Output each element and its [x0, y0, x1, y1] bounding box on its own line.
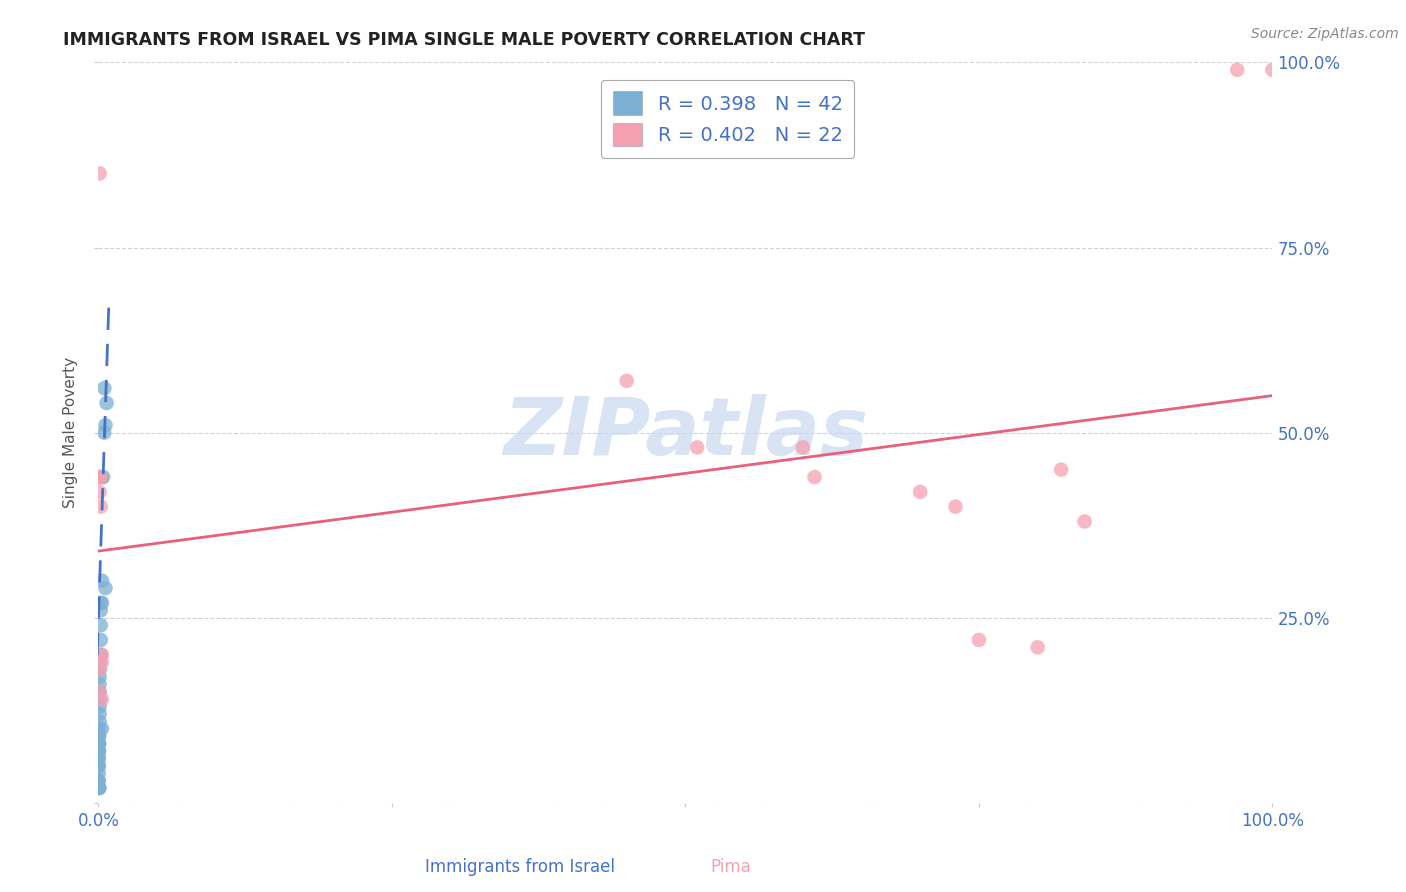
Point	[91, 470, 114, 484]
Point	[91, 648, 114, 662]
Point	[87, 773, 110, 788]
Point	[90, 596, 112, 610]
Point	[94, 581, 117, 595]
Point	[87, 766, 110, 780]
Point	[89, 470, 111, 484]
Point	[616, 374, 638, 388]
Point	[90, 500, 112, 514]
Point	[89, 706, 111, 721]
Point	[87, 737, 110, 751]
Point	[91, 655, 114, 669]
Point	[89, 663, 111, 677]
Point	[89, 714, 111, 729]
Point	[90, 618, 112, 632]
Text: Source: ZipAtlas.com: Source: ZipAtlas.com	[1251, 27, 1399, 41]
Point	[87, 729, 110, 743]
Point	[87, 751, 110, 765]
Y-axis label: Single Male Poverty: Single Male Poverty	[63, 357, 79, 508]
Point	[89, 663, 111, 677]
Point	[90, 648, 112, 662]
Legend: R = 0.398   N = 42, R = 0.402   N = 22: R = 0.398 N = 42, R = 0.402 N = 22	[602, 79, 855, 158]
Point	[87, 751, 110, 765]
Point	[87, 744, 110, 758]
Point	[89, 780, 111, 795]
Point	[1261, 62, 1284, 77]
Point	[87, 773, 110, 788]
Point	[803, 470, 825, 484]
Point	[89, 692, 111, 706]
Point	[89, 166, 111, 180]
Text: IMMIGRANTS FROM ISRAEL VS PIMA SINGLE MALE POVERTY CORRELATION CHART: IMMIGRANTS FROM ISRAEL VS PIMA SINGLE MA…	[63, 31, 865, 49]
Point	[967, 632, 990, 647]
Point	[1073, 515, 1095, 529]
Point	[792, 441, 814, 455]
Point	[96, 396, 118, 410]
Point	[91, 596, 114, 610]
Point	[93, 425, 115, 440]
Point	[1050, 462, 1073, 476]
Text: ZIPatlas: ZIPatlas	[503, 393, 868, 472]
Point	[89, 685, 111, 699]
Point	[89, 699, 111, 714]
Text: Pima: Pima	[711, 858, 751, 876]
Point	[91, 574, 114, 588]
Point	[89, 670, 111, 684]
Point	[87, 758, 110, 772]
Point	[686, 441, 709, 455]
Point	[87, 758, 110, 772]
Text: Immigrants from Israel: Immigrants from Israel	[425, 858, 616, 876]
Point	[91, 470, 114, 484]
Point	[90, 632, 112, 647]
Point	[87, 729, 110, 743]
Point	[908, 484, 931, 499]
Point	[89, 677, 111, 691]
Point	[90, 603, 112, 617]
Point	[87, 780, 110, 795]
Point	[945, 500, 967, 514]
Point	[87, 737, 110, 751]
Point	[89, 655, 111, 669]
Point	[91, 722, 114, 736]
Point	[94, 418, 117, 433]
Point	[93, 381, 115, 395]
Point	[89, 484, 111, 499]
Point	[87, 737, 110, 751]
Point	[87, 744, 110, 758]
Point	[1226, 62, 1249, 77]
Point	[87, 722, 110, 736]
Point	[89, 685, 111, 699]
Point	[1026, 640, 1049, 655]
Point	[90, 470, 112, 484]
Point	[91, 692, 114, 706]
Point	[87, 780, 110, 795]
